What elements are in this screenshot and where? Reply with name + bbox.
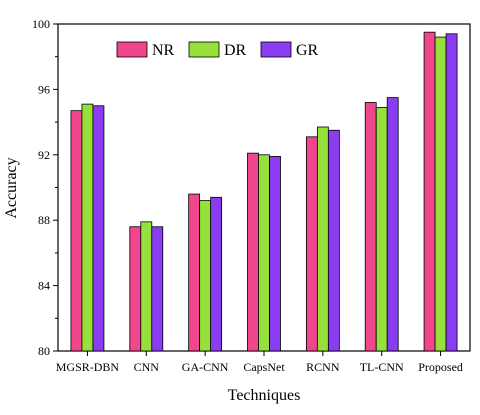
x-axis-ticks: MGSR-DBN CNN GA-CNN CapsNet RCNN TL-CNN Propos… bbox=[56, 351, 463, 374]
bar-gr-mgsr-dbn bbox=[92, 105, 105, 352]
y-axis-ticks: 80 84 88 92 96 100 bbox=[32, 17, 58, 358]
legend-swatch-dr bbox=[188, 41, 220, 58]
legend-swatch-nr bbox=[116, 41, 148, 58]
x-tick-label: RCNN bbox=[306, 360, 340, 374]
bar-nr-ga-cnn bbox=[188, 193, 201, 352]
y-tick-label: 88 bbox=[38, 213, 50, 227]
legend-swatch-gr bbox=[260, 41, 292, 58]
y-tick-label: 92 bbox=[38, 148, 50, 162]
x-tick-label: Proposed bbox=[418, 360, 463, 374]
x-axis-title: Techniques bbox=[228, 387, 301, 404]
legend-label-gr: GR bbox=[296, 42, 319, 59]
bar-dr-proposed bbox=[434, 36, 447, 352]
bar-nr-capsnet bbox=[247, 152, 259, 352]
bar-gr-tl-cnn bbox=[386, 97, 399, 352]
x-tick-label: CNN bbox=[134, 360, 160, 374]
bar-nr-proposed bbox=[423, 31, 436, 352]
bar-dr-mgsr-dbn bbox=[81, 103, 94, 352]
legend-label-dr: DR bbox=[224, 42, 247, 59]
y-axis-title: Accuracy bbox=[3, 157, 20, 218]
y-tick-label: 100 bbox=[32, 17, 50, 31]
bar-dr-cnn bbox=[140, 221, 153, 352]
y-tick-label: 84 bbox=[38, 279, 50, 293]
bar-dr-capsnet bbox=[258, 154, 270, 352]
bar-nr-tl-cnn bbox=[364, 102, 377, 352]
bar-dr-rcnn bbox=[316, 126, 329, 352]
x-tick-label: TL-CNN bbox=[360, 360, 404, 374]
bar-gr-ga-cnn bbox=[210, 196, 223, 352]
bar-nr-cnn bbox=[129, 226, 142, 352]
legend-label-nr: NR bbox=[152, 42, 175, 59]
legend: NR DR GR bbox=[116, 41, 319, 59]
bar-gr-capsnet bbox=[269, 156, 281, 352]
bar-nr-rcnn bbox=[305, 136, 318, 352]
bars-group bbox=[70, 31, 458, 352]
bar-dr-tl-cnn bbox=[375, 106, 388, 352]
x-tick-label: GA-CNN bbox=[182, 360, 229, 374]
y-tick-label: 80 bbox=[38, 344, 50, 358]
bar-gr-proposed bbox=[445, 33, 458, 352]
x-tick-label: CapsNet bbox=[243, 360, 285, 374]
bar-gr-rcnn bbox=[327, 129, 340, 352]
bar-nr-mgsr-dbn bbox=[70, 110, 83, 352]
y-tick-label: 96 bbox=[38, 82, 50, 96]
bar-gr-cnn bbox=[151, 226, 164, 352]
x-tick-label: MGSR-DBN bbox=[56, 360, 120, 374]
bar-dr-ga-cnn bbox=[199, 200, 212, 352]
